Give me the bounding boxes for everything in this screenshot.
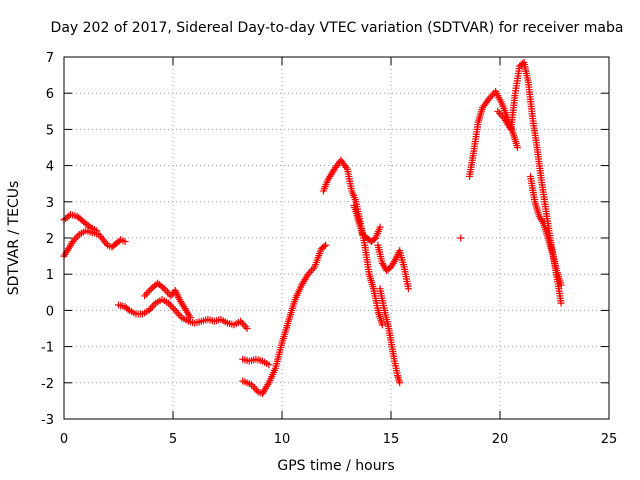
- data-point: [404, 285, 412, 293]
- x-tick-label: 5: [169, 432, 177, 447]
- data-point: [142, 290, 150, 298]
- x-tick-label: 0: [60, 432, 68, 447]
- data-point: [307, 267, 315, 275]
- y-tick-label: 7: [46, 51, 54, 66]
- data-point: [146, 286, 154, 294]
- data-point: [85, 222, 93, 230]
- data-point: [162, 286, 170, 294]
- data-point: [93, 227, 101, 235]
- data-point: [65, 212, 73, 220]
- y-tick-label: -2: [41, 377, 54, 392]
- data-point: [121, 238, 129, 246]
- data-point: [378, 321, 386, 329]
- data-point: [396, 379, 404, 387]
- data-point: [186, 314, 194, 322]
- y-tick-label: 2: [46, 232, 54, 247]
- y-axis-label: SDTVAR / TECUs: [6, 181, 22, 296]
- data-point: [159, 283, 167, 291]
- grid-layer: [64, 57, 609, 419]
- data-point: [322, 241, 330, 249]
- data-point: [238, 319, 246, 327]
- y-tick-label: -1: [41, 341, 54, 356]
- data-point: [251, 384, 259, 392]
- data-point: [170, 305, 178, 313]
- y-tick-label: 1: [46, 268, 54, 283]
- data-point: [320, 242, 328, 250]
- data-point: [376, 223, 384, 231]
- y-tick-label: 5: [46, 123, 54, 138]
- y-tick-label: -3: [41, 413, 54, 428]
- data-point: [488, 91, 496, 99]
- data-point: [171, 306, 179, 314]
- data-point: [243, 325, 251, 332]
- x-tick-label: 10: [274, 432, 291, 447]
- data-points: [60, 58, 565, 398]
- data-point: [168, 303, 176, 311]
- data-point: [173, 308, 181, 316]
- data-point: [265, 361, 273, 369]
- data-point: [457, 234, 465, 242]
- data-point: [72, 234, 80, 242]
- chart-title: Day 202 of 2017, Sidereal Day-to-day VTE…: [51, 20, 624, 36]
- x-axis-label: GPS time / hours: [277, 458, 394, 474]
- x-tick-label: 20: [492, 432, 509, 447]
- data-point: [174, 310, 182, 318]
- data-point: [241, 323, 249, 331]
- x-tick-label: 15: [383, 432, 400, 447]
- y-tick-label: 3: [46, 196, 54, 211]
- data-point: [513, 144, 521, 151]
- y-tick-label: 4: [46, 160, 54, 175]
- y-tick-label: 6: [46, 87, 54, 102]
- x-tick-label: 25: [601, 432, 618, 447]
- data-point: [144, 288, 152, 296]
- data-point: [148, 303, 156, 311]
- axis-ticks: 0 5 10 15 20 25 -3 -2 -1 0 1 2 3 4 5 6 7: [41, 51, 617, 447]
- data-point: [557, 299, 565, 307]
- y-tick-label: 0: [46, 304, 54, 319]
- data-point: [164, 288, 172, 296]
- data-point: [141, 292, 149, 300]
- data-point: [124, 305, 132, 313]
- data-point: [557, 281, 565, 289]
